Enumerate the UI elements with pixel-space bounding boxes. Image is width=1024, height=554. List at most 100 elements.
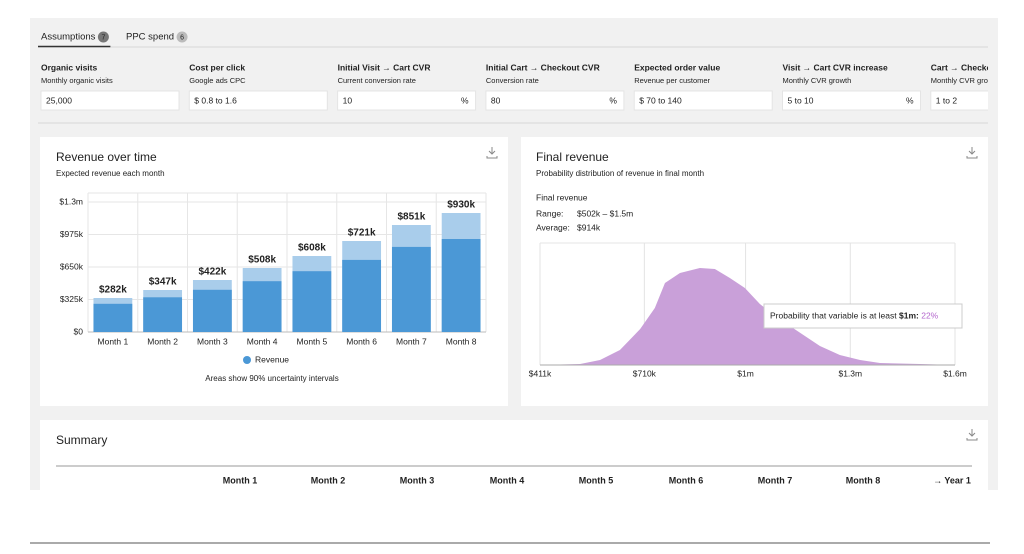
density-area: [540, 268, 955, 365]
input-box[interactable]: [337, 90, 477, 111]
y-tick-label: $650k: [60, 261, 84, 271]
data-label: $851k: [397, 212, 425, 223]
tooltip-text: Probability that variable is at least $1…: [770, 311, 939, 321]
summary-column-header: Month 3: [400, 475, 435, 485]
input-sublabel: Google ads CPC: [189, 76, 246, 85]
input-label: Visit → Cart CVR increase: [783, 62, 888, 72]
input-sublabel: Monthly CVR growth: [931, 76, 1000, 85]
input-sublabel: Monthly CVR growth: [783, 76, 852, 85]
x-tick-label: $411k: [529, 368, 552, 378]
input-box[interactable]: [930, 90, 1024, 111]
summary-column-header: Month 8: [846, 475, 881, 485]
summary-column-header: Month 1: [223, 475, 258, 485]
tooltip: [763, 303, 963, 329]
input-sublabel: Current conversion rate: [338, 76, 416, 85]
chart-title: Final revenue: [536, 150, 609, 164]
data-label: $721k: [348, 228, 376, 239]
input-value: 10: [343, 95, 353, 105]
y-tick-label: $0: [74, 326, 84, 336]
input-value: 80: [491, 95, 501, 105]
summary-column-header: Month 6: [669, 475, 704, 485]
download-icons: [486, 147, 978, 441]
summary-column-header: Month 4: [490, 475, 525, 485]
tab-badge: [176, 31, 188, 43]
data-label: $508k: [248, 255, 276, 266]
summary-column-header: → Year 1: [933, 475, 971, 485]
download-icon[interactable]: [966, 429, 978, 441]
tooltip-probability: 22%: [921, 311, 938, 321]
data-label: $608k: [298, 243, 326, 254]
input-box[interactable]: [188, 90, 328, 111]
legend-swatch: [243, 356, 251, 364]
tab-count: 7: [101, 34, 105, 41]
input-box[interactable]: [485, 90, 625, 111]
tab-label[interactable]: PPC spend: [126, 32, 174, 43]
x-tick-label: Month 3: [197, 336, 228, 346]
input-box[interactable]: [40, 90, 180, 111]
input-label: Cost per click: [189, 62, 245, 72]
input-sublabel: Conversion rate: [486, 76, 539, 85]
bar: [391, 246, 431, 332]
tab-badge: [97, 31, 109, 43]
x-tick-label: Month 7: [396, 336, 427, 346]
series-label: Final revenue: [536, 192, 588, 202]
input-label: Initial Cart → Checkout CVR: [486, 62, 600, 72]
input-suffix: %: [461, 95, 469, 105]
tooltip-label: Probability that variable is at least: [770, 311, 897, 321]
range-label: Range:: [536, 208, 563, 218]
bar: [93, 303, 133, 332]
chart-note: Areas show 90% uncertainty intervals: [205, 374, 338, 383]
y-tick-label: $325k: [60, 294, 84, 304]
bar: [342, 259, 382, 332]
x-tick-label: Month 2: [147, 336, 178, 346]
input-box[interactable]: [633, 90, 773, 111]
input-label: Cart → Checkout CVR increase: [931, 62, 1024, 72]
input-label: Expected order value: [634, 62, 720, 72]
download-icon[interactable]: [486, 147, 498, 159]
bar: [441, 239, 481, 332]
data-label: $347k: [149, 277, 177, 288]
bar: [192, 289, 232, 332]
x-tick-label: Month 5: [297, 336, 328, 346]
input-label: Organic visits: [41, 62, 97, 72]
x-tick-label: Month 4: [247, 336, 278, 346]
y-tick-label: $975k: [60, 229, 84, 239]
summary-column-header: Month 7: [758, 475, 793, 485]
input-value: $ 0.8 to 1.6: [194, 95, 237, 105]
x-tick-label: $1.6m: [943, 368, 967, 378]
average-label: Average:: [536, 222, 570, 232]
input-value: 5 to 10: [788, 95, 814, 105]
y-tick-label: $1.3m: [59, 196, 83, 206]
range-value: $502k – $1.5m: [577, 208, 633, 218]
data-label: $930k: [447, 200, 475, 211]
input-value: 25,000: [46, 95, 72, 105]
content: Assumptions 7 PPC spend 6 Revenue over time E…: [38, 31, 972, 485]
tab-count: 6: [180, 34, 184, 41]
input-sublabel: Monthly organic visits: [41, 76, 113, 85]
bar: [292, 271, 332, 332]
tab-label[interactable]: Assumptions: [41, 32, 96, 43]
card: [40, 420, 988, 490]
summary-title: Summary: [56, 433, 107, 447]
x-tick-label: $1.3m: [838, 368, 862, 378]
x-tick-label: Month 6: [346, 336, 377, 346]
data-label: $422k: [198, 267, 226, 278]
summary-column-header: Month 5: [579, 475, 614, 485]
x-tick-label: Month 8: [446, 336, 477, 346]
chart-title: Revenue over time: [56, 150, 157, 164]
summary-column-header: Month 2: [311, 475, 346, 485]
chart-subtitle: Probability distribution of revenue in f…: [536, 169, 704, 178]
chart-subtitle: Expected revenue each month: [56, 169, 165, 178]
download-icon[interactable]: [966, 147, 978, 159]
legend-label: Revenue: [255, 354, 289, 364]
bar: [143, 297, 183, 332]
x-tick-label: Month 1: [98, 336, 129, 346]
input-box[interactable]: [782, 90, 921, 111]
input-sublabel: Revenue per customer: [634, 76, 710, 85]
input-label: Initial Visit → Cart CVR: [338, 62, 431, 72]
average-value: $914k: [577, 222, 601, 232]
input-suffix: %: [609, 95, 617, 105]
tooltip-threshold: $1m:: [899, 311, 919, 321]
